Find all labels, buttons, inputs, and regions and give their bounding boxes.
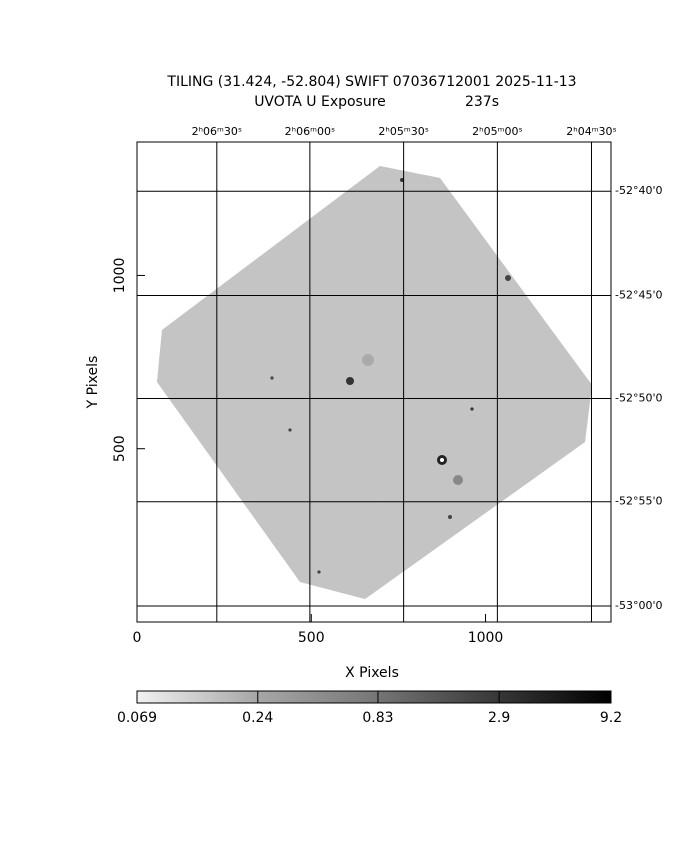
chart-title: TILING (31.424, -52.804) SWIFT 070367120… bbox=[166, 74, 576, 90]
subtitle: UVOTA U Exposure bbox=[254, 94, 386, 110]
colorbar-tick-label: 0.83 bbox=[362, 710, 393, 726]
sky-image bbox=[157, 166, 592, 599]
ra-tick-label: 2ʰ05ᵐ00ˢ bbox=[472, 125, 522, 138]
y-tick-label: 1000 bbox=[112, 258, 128, 294]
x-tick-label: 0 bbox=[133, 630, 142, 646]
dec-tick-label: -52°50'0 bbox=[615, 391, 663, 404]
ra-tick-label: 2ʰ06ᵐ30ˢ bbox=[192, 125, 242, 138]
colorbar-tick-label: 9.2 bbox=[600, 710, 622, 726]
dec-tick-label: -52°45'0 bbox=[615, 289, 663, 302]
colorbar bbox=[136, 690, 612, 704]
x-tick-label: 1000 bbox=[468, 630, 504, 646]
colorbar-tick-label: 2.9 bbox=[488, 710, 510, 726]
x-axis-label: X Pixels bbox=[345, 665, 399, 681]
plot-frame bbox=[136, 141, 612, 623]
colorbar-tick-label: 0.24 bbox=[242, 710, 273, 726]
colorbar-tick-label: 0.069 bbox=[117, 710, 157, 726]
y-axis-label: Y Pixels bbox=[85, 356, 101, 410]
ra-tick-label: 2ʰ06ᵐ00ˢ bbox=[285, 125, 335, 138]
dec-tick-label: -52°55'0 bbox=[615, 495, 663, 508]
x-tick-label: 500 bbox=[298, 630, 325, 646]
exposure: 237s bbox=[465, 94, 499, 110]
y-tick-label: 500 bbox=[112, 435, 128, 462]
ra-tick-label: 2ʰ05ᵐ30ˢ bbox=[378, 125, 428, 138]
ra-tick-label: 2ʰ04ᵐ30ˢ bbox=[566, 125, 616, 138]
dec-tick-label: -52°40'0 bbox=[615, 184, 663, 197]
dec-tick-label: -53°00'0 bbox=[615, 599, 663, 612]
